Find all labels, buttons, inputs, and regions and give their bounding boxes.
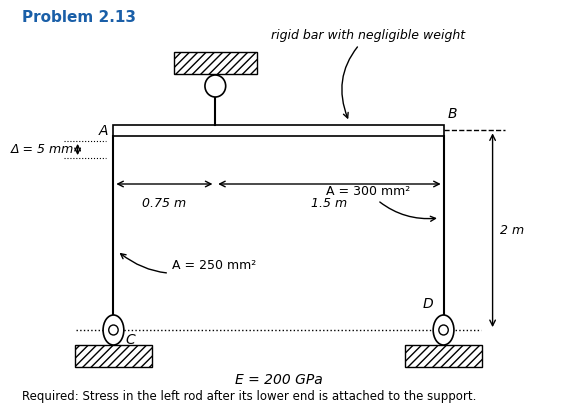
Bar xyxy=(75,345,152,367)
Text: 0.75 m: 0.75 m xyxy=(142,197,187,210)
Text: 2 m: 2 m xyxy=(500,224,524,237)
Ellipse shape xyxy=(103,315,124,345)
Text: Required: Stress in the left rod after its lower end is attached to the support.: Required: Stress in the left rod after i… xyxy=(22,390,476,403)
Circle shape xyxy=(439,325,448,335)
Bar xyxy=(405,345,482,367)
Text: E = 200 GPa: E = 200 GPa xyxy=(235,373,323,387)
Ellipse shape xyxy=(433,315,454,345)
Text: rigid bar with negligible weight: rigid bar with negligible weight xyxy=(271,29,465,118)
Text: C: C xyxy=(126,333,135,347)
Text: A: A xyxy=(98,123,108,138)
Text: A = 250 mm²: A = 250 mm² xyxy=(120,254,256,273)
Text: B: B xyxy=(447,107,457,121)
Circle shape xyxy=(205,75,226,97)
Text: A = 300 mm²: A = 300 mm² xyxy=(325,185,436,221)
Bar xyxy=(114,125,444,136)
Circle shape xyxy=(108,325,118,335)
Text: Δ = 5 mm: Δ = 5 mm xyxy=(11,143,74,156)
Text: 1.5 m: 1.5 m xyxy=(311,197,348,210)
Text: Problem 2.13: Problem 2.13 xyxy=(22,10,136,25)
Bar xyxy=(174,52,257,74)
Text: D: D xyxy=(423,297,433,311)
